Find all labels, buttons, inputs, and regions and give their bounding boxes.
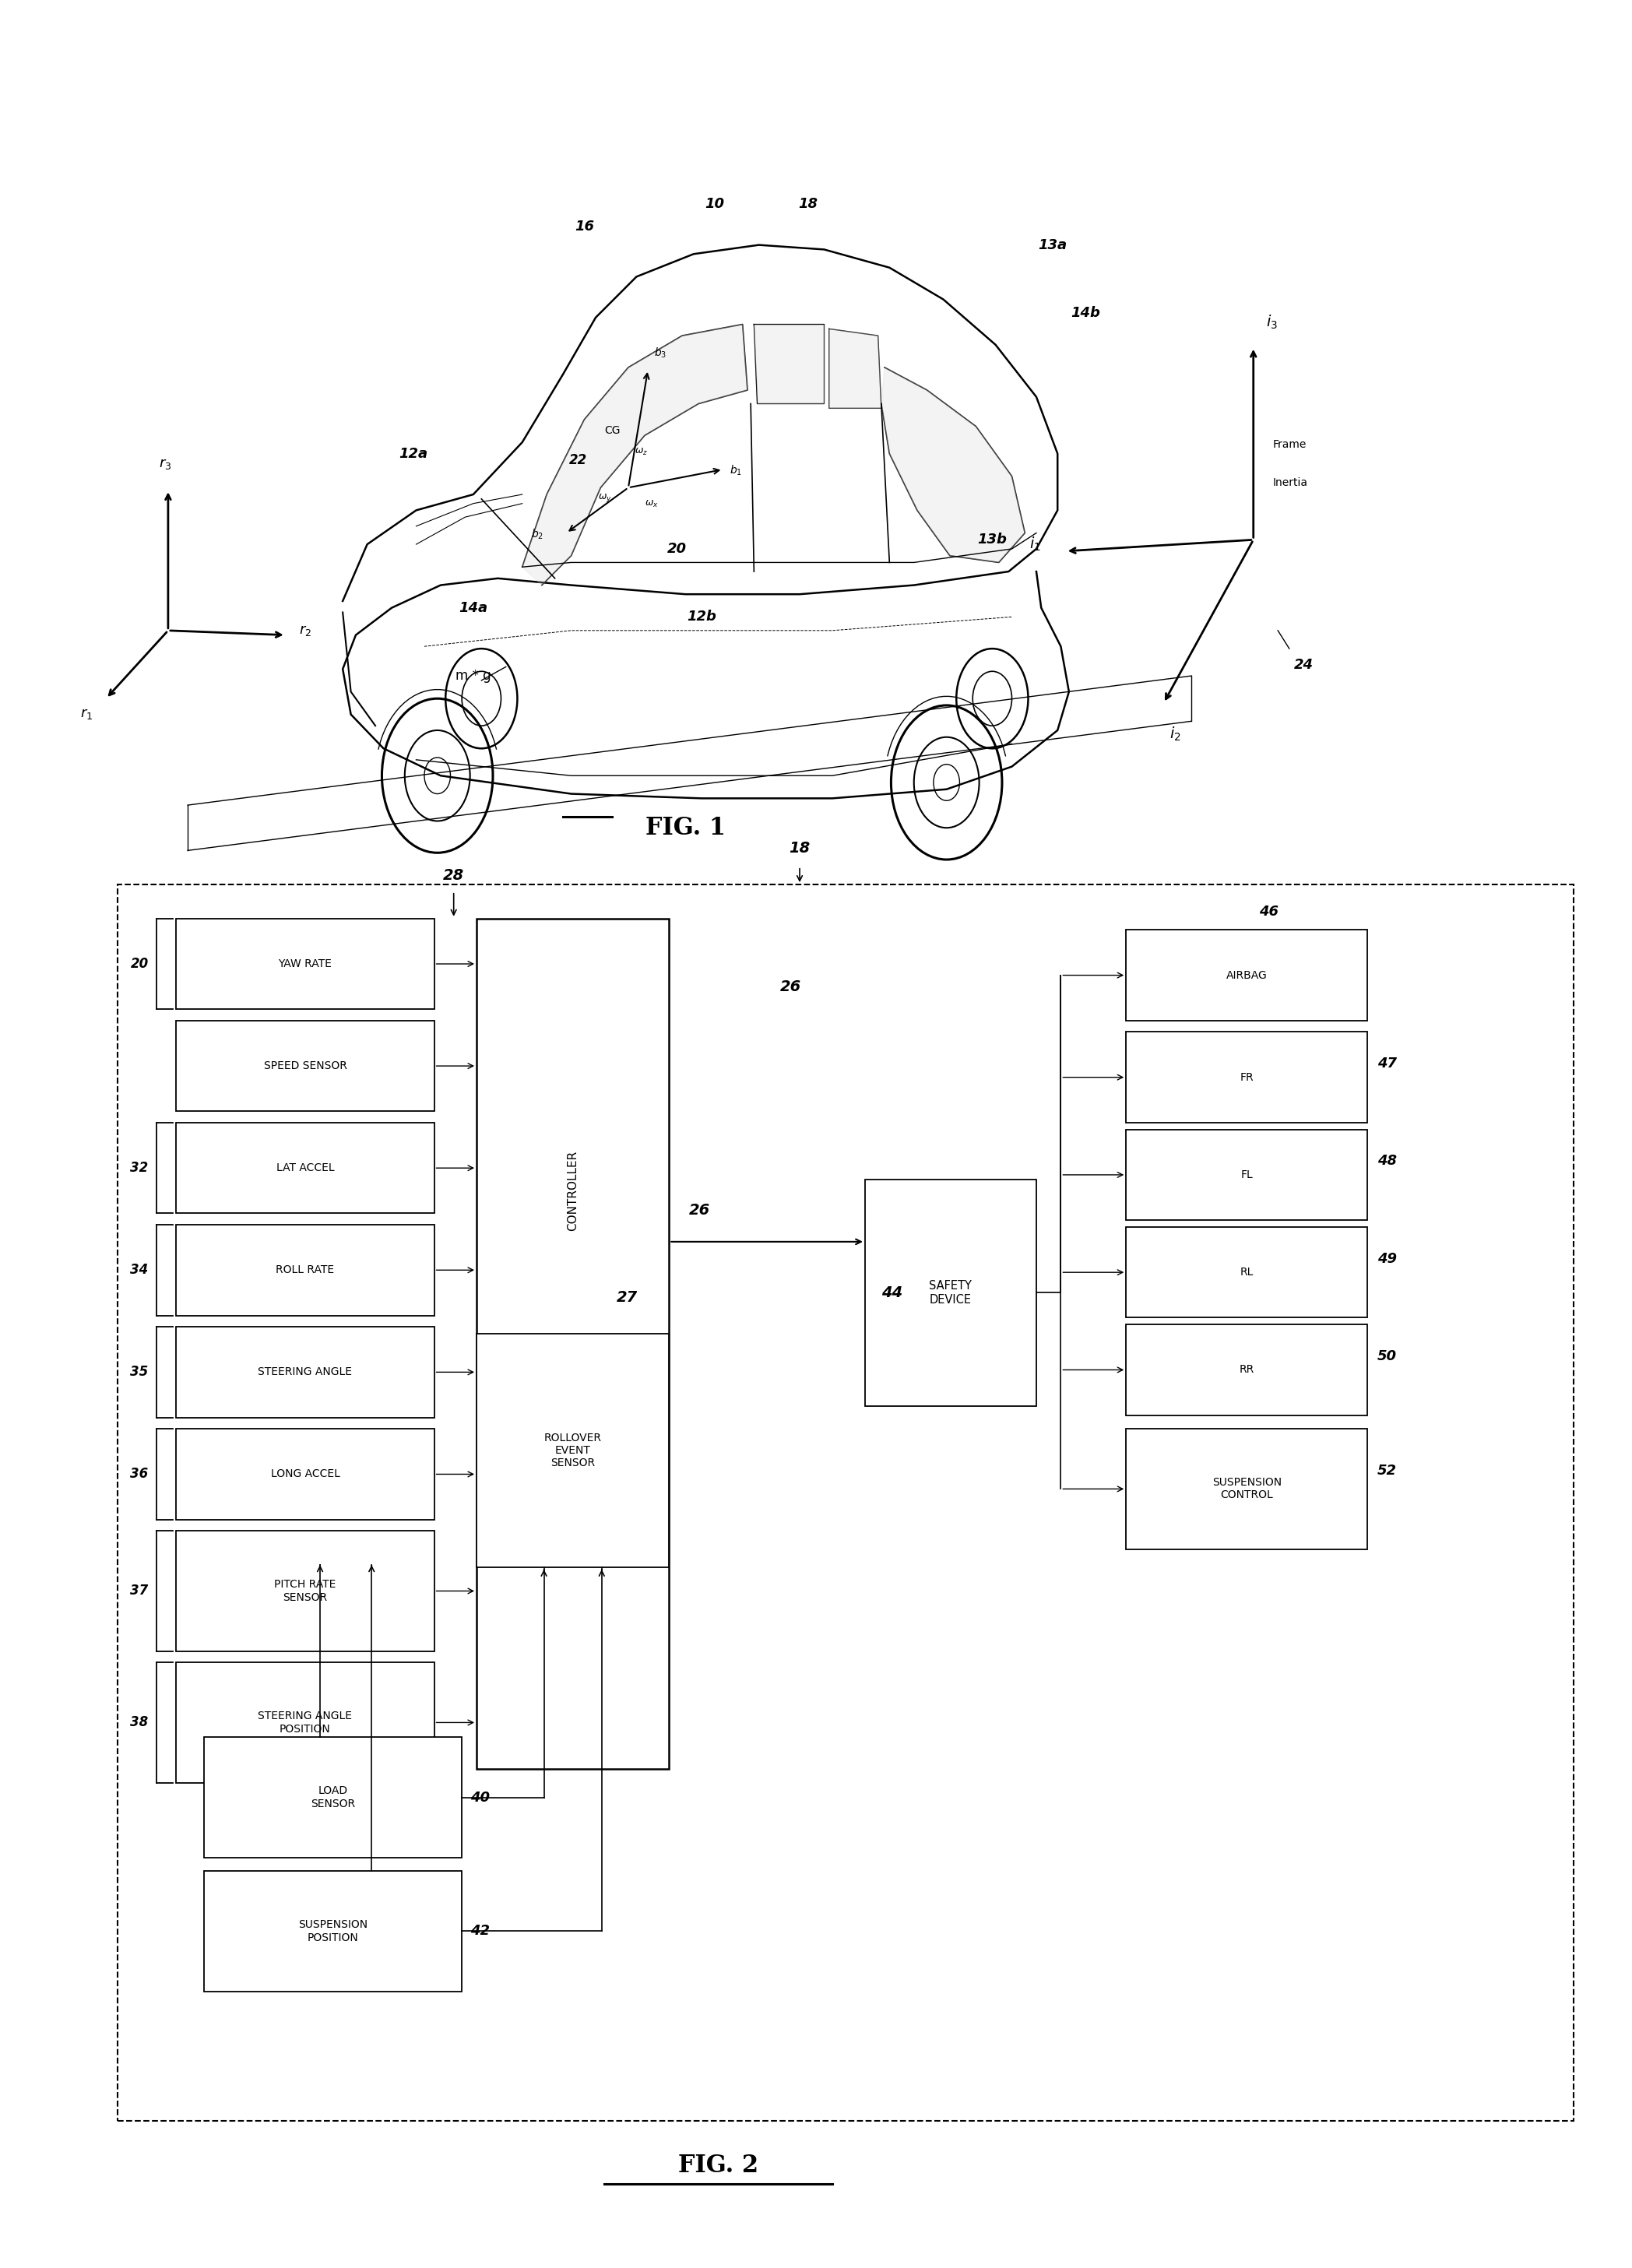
Text: 49: 49 (1377, 1252, 1397, 1266)
Text: 10: 10 (705, 197, 725, 211)
Text: 16: 16 (574, 220, 594, 234)
Text: 26: 26 (689, 1202, 710, 1218)
Bar (477, 919, 669, 1769)
Text: RR: RR (1239, 1365, 1255, 1374)
Text: 36: 36 (131, 1467, 149, 1481)
Text: 42: 42 (470, 1923, 490, 1939)
Text: $r_1$: $r_1$ (80, 708, 93, 721)
Polygon shape (754, 324, 824, 404)
Text: ROLLOVER
EVENT
SENSOR: ROLLOVER EVENT SENSOR (543, 1433, 602, 1467)
Text: STEERING ANGLE: STEERING ANGLE (258, 1368, 353, 1377)
Text: CONTROLLER: CONTROLLER (566, 1150, 579, 1232)
Text: m * g: m * g (455, 669, 491, 683)
Text: YAW RATE: YAW RATE (279, 959, 331, 968)
Text: $\omega_x$: $\omega_x$ (645, 499, 658, 508)
Text: 32: 32 (131, 1161, 149, 1175)
Text: 46: 46 (1258, 905, 1278, 919)
Text: 52: 52 (1377, 1463, 1397, 1479)
Polygon shape (829, 329, 881, 408)
Bar (176, 1123, 434, 1213)
Text: PITCH RATE
SENSOR: PITCH RATE SENSOR (274, 1579, 336, 1603)
Polygon shape (881, 367, 1025, 562)
Bar (865, 1179, 1036, 1406)
Bar (176, 1531, 434, 1651)
Text: 44: 44 (881, 1286, 902, 1300)
Text: 37: 37 (131, 1583, 149, 1599)
Text: 20: 20 (131, 957, 149, 971)
Text: 12a: 12a (398, 447, 428, 460)
Bar (176, 1429, 434, 1520)
Text: 35: 35 (131, 1365, 149, 1379)
Text: Inertia: Inertia (1273, 479, 1307, 488)
Text: $\omega_z$: $\omega_z$ (635, 447, 648, 456)
Text: 14a: 14a (459, 601, 488, 615)
Text: FIG. 2: FIG. 2 (677, 2155, 759, 2177)
Text: LOAD
SENSOR: LOAD SENSOR (310, 1785, 356, 1810)
Text: $b_3$: $b_3$ (654, 347, 667, 361)
Text: $i_3$: $i_3$ (1266, 313, 1278, 331)
Text: 34: 34 (131, 1263, 149, 1277)
Text: $r_2$: $r_2$ (299, 624, 312, 637)
Bar (1126, 1032, 1368, 1123)
Bar (204, 1871, 462, 1991)
Text: $i_2$: $i_2$ (1170, 726, 1180, 744)
Text: SUSPENSION
POSITION: SUSPENSION POSITION (299, 1919, 367, 1944)
Bar (176, 1327, 434, 1418)
Text: 26: 26 (780, 980, 801, 993)
Bar (1126, 1429, 1368, 1549)
Polygon shape (522, 324, 747, 585)
Text: 47: 47 (1377, 1057, 1397, 1070)
Text: $i_1$: $i_1$ (1030, 535, 1041, 553)
Text: RL: RL (1240, 1268, 1253, 1277)
Bar (1126, 1129, 1368, 1220)
Text: 20: 20 (667, 542, 687, 556)
Text: 18: 18 (798, 197, 818, 211)
Bar (176, 1021, 434, 1111)
Text: LONG ACCEL: LONG ACCEL (271, 1470, 339, 1479)
Text: 18: 18 (788, 841, 811, 855)
Text: 12b: 12b (687, 610, 716, 624)
Text: 38: 38 (131, 1715, 149, 1730)
Text: SAFETY
DEVICE: SAFETY DEVICE (929, 1279, 973, 1306)
Text: ROLL RATE: ROLL RATE (276, 1266, 335, 1275)
Text: 50: 50 (1377, 1349, 1397, 1363)
Text: 24: 24 (1294, 658, 1314, 671)
Text: 13a: 13a (1038, 238, 1067, 252)
Text: SUSPENSION
CONTROL: SUSPENSION CONTROL (1213, 1476, 1281, 1501)
Text: $b_1$: $b_1$ (730, 465, 743, 479)
Text: 22: 22 (570, 454, 588, 467)
Bar (118, 885, 1573, 2121)
Text: STEERING ANGLE
POSITION: STEERING ANGLE POSITION (258, 1710, 353, 1735)
Bar (1126, 930, 1368, 1021)
Text: FR: FR (1240, 1073, 1253, 1082)
Text: Frame: Frame (1273, 440, 1307, 449)
Text: 13b: 13b (978, 533, 1007, 547)
Bar (176, 1225, 434, 1315)
Bar (204, 1737, 462, 1857)
Text: 14b: 14b (1071, 306, 1100, 320)
Bar (1126, 1227, 1368, 1318)
Text: $\omega_y$: $\omega_y$ (599, 492, 612, 503)
Text: CG: CG (604, 426, 620, 435)
Bar (176, 1662, 434, 1783)
Text: LAT ACCEL: LAT ACCEL (276, 1163, 335, 1173)
Text: FL: FL (1240, 1170, 1253, 1179)
Text: $r_3$: $r_3$ (158, 458, 171, 472)
Text: 40: 40 (470, 1789, 490, 1805)
Bar (176, 919, 434, 1009)
Text: FIG. 1: FIG. 1 (645, 816, 726, 839)
Text: 28: 28 (442, 869, 465, 882)
Bar (1126, 1325, 1368, 1415)
Text: 27: 27 (617, 1290, 638, 1304)
Text: SPEED SENSOR: SPEED SENSOR (264, 1061, 346, 1070)
Text: AIRBAG: AIRBAG (1226, 971, 1268, 980)
Bar (477, 1334, 669, 1567)
Text: $b_2$: $b_2$ (530, 528, 543, 542)
Text: 48: 48 (1377, 1154, 1397, 1168)
